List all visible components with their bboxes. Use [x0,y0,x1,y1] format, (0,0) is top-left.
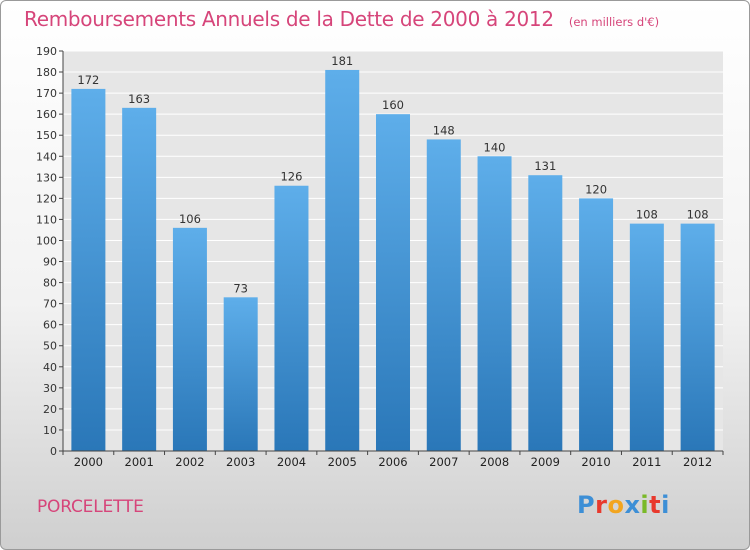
logo-letter: P [577,491,596,519]
y-tick-label: 70 [43,298,57,311]
bar [172,227,207,451]
chart-title: Remboursements Annuels de la Dette de 20… [24,7,554,31]
bar-value-label: 108 [636,208,658,222]
bar-value-label: 73 [233,281,248,295]
y-tick-label: 130 [36,171,57,184]
bar-value-label: 148 [433,123,455,137]
y-tick-label: 20 [43,403,57,416]
x-axis: 2000 2001 2002 2003 2004 2005 2006 2007 2008 2009… [62,450,724,469]
bar-value-label: 172 [77,73,99,87]
y-tick-label: 140 [36,150,57,163]
y-tick-label: 110 [36,213,57,226]
x-tick-label: 2007 [429,455,458,469]
bar [223,297,258,451]
bar-value-label: 106 [179,212,201,226]
chart-unit: (en milliers d'€) [568,15,660,29]
bar-value-label: 108 [687,208,709,222]
y-tick-label: 120 [36,192,57,205]
y-tick-label: 60 [43,319,57,332]
y-tick-label: 190 [36,45,57,58]
x-tick-label: 2002 [175,455,204,469]
logo-letter: o [607,491,625,519]
x-tick-label: 2012 [683,455,712,469]
bar-value-label: 181 [331,54,353,68]
bar-value-label: 160 [382,98,404,112]
proxiti-logo[interactable]: Proxiti [577,491,670,519]
logo-letter: x [624,491,641,519]
y-tick-label: 100 [36,234,57,247]
x-tick-label: 2000 [74,455,103,469]
bar [477,156,512,451]
y-tick-label: 80 [43,277,57,290]
bar [629,223,664,451]
x-tick-label: 2004 [277,455,306,469]
x-tick-label: 2011 [632,455,661,469]
bar [376,114,410,451]
y-tick-label: 150 [36,129,57,142]
x-tick-label: 2008 [480,455,509,469]
bar [579,198,614,451]
bar-value-label: 120 [585,182,607,196]
y-tick-label: 90 [43,256,57,269]
y-tick-label: 160 [36,108,57,121]
y-tick-label: 40 [43,361,57,374]
x-tick-label: 2005 [328,455,357,469]
bar [274,185,309,451]
bar-value-label: 140 [484,140,506,154]
y-tick-label: 180 [36,66,57,79]
x-tick-label: 2006 [378,455,407,469]
bar-value-label: 163 [128,92,150,106]
y-tick-label: 30 [43,382,57,395]
y-tick-label: 10 [43,424,57,437]
bar-value-label: 131 [534,159,556,173]
x-tick-label: 2010 [581,455,610,469]
data-labels: 172 163 106 73 126 181 160 148 140 131 120 108 108 [77,54,708,295]
bar [680,223,715,451]
y-axis: 0 10 20 30 40 50 60 70 80 90 100 110 120 130 140 150 160… [36,45,64,458]
x-tick-label: 2001 [125,455,154,469]
y-tick-label: 0 [50,445,57,458]
x-tick-label: 2003 [226,455,255,469]
bars [71,69,715,452]
bar [122,107,157,451]
y-tick-label: 50 [43,340,57,353]
logo-letter: t [649,491,662,519]
commune-name: PORCELETTE [37,497,144,517]
bar [528,175,563,452]
logo-letter: i [661,491,670,519]
bar [426,139,461,451]
bar [71,88,106,451]
y-tick-label: 170 [36,87,57,100]
x-tick-label: 2009 [531,455,560,469]
title-row: Remboursements Annuels de la Dette de 20… [24,7,659,31]
bar [325,69,360,452]
logo-letter: i [640,491,650,519]
logo-letter: r [595,491,608,519]
bar-value-label: 126 [280,170,302,184]
